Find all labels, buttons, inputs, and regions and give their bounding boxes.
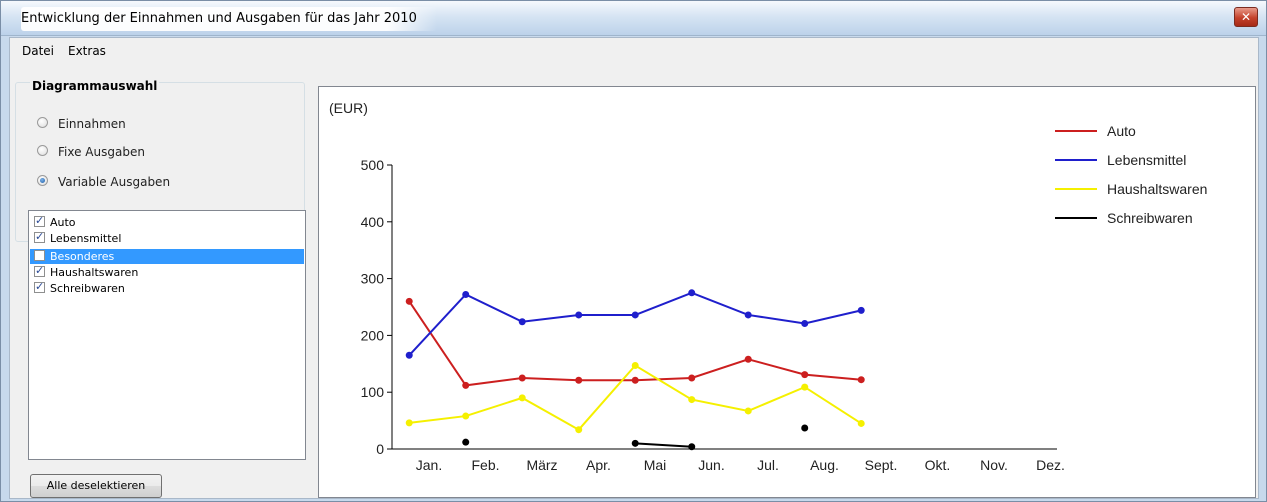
data-point [857, 376, 865, 384]
data-point [688, 374, 696, 382]
checkbox[interactable] [34, 250, 45, 261]
data-point [462, 438, 470, 446]
y-tick-label: 200 [361, 327, 385, 343]
legend-label: Lebensmittel [1107, 152, 1186, 168]
data-point [518, 394, 526, 402]
x-tick-label: Jun. [698, 457, 724, 473]
y-tick-label: 400 [361, 214, 385, 230]
list-item-label: Auto [50, 216, 76, 229]
data-point [405, 297, 413, 305]
y-tick-label: 100 [361, 384, 385, 400]
data-point [462, 291, 470, 299]
window-title: Entwicklung der Einnahmen und Ausgaben f… [21, 7, 437, 31]
client-area: Datei Extras Diagrammauswahl Einnahmen F… [9, 37, 1259, 499]
radio-label: Einnahmen [58, 117, 126, 131]
x-tick-label: Apr. [586, 457, 611, 473]
x-tick-label: Aug. [810, 457, 839, 473]
radio-label: Fixe Ausgaben [58, 145, 145, 159]
x-tick-label: Dez. [1036, 457, 1065, 473]
list-item-label: Schreibwaren [50, 282, 125, 295]
radio-button[interactable] [37, 145, 48, 156]
data-point [857, 306, 865, 314]
radio-label: Variable Ausgaben [58, 175, 171, 189]
data-point [405, 351, 413, 359]
diagram-selection-title: Diagrammauswahl [30, 79, 160, 93]
data-point [744, 355, 752, 363]
checkbox[interactable] [34, 279, 45, 294]
y-unit-label: (EUR) [329, 100, 368, 116]
close-button[interactable]: ✕ [1234, 7, 1258, 27]
legend-label: Auto [1107, 123, 1136, 139]
checkbox[interactable] [34, 213, 45, 228]
data-point [575, 311, 583, 319]
data-point [801, 383, 809, 391]
data-point [518, 374, 526, 382]
legend-label: Schreibwaren [1107, 210, 1193, 226]
deselect-all-button[interactable]: Alle deselektieren [30, 474, 162, 498]
data-point [631, 376, 639, 384]
series-line [408, 291, 862, 356]
data-point [405, 419, 413, 427]
radio-button[interactable] [37, 117, 48, 128]
category-list[interactable]: Auto Lebensmittel Besonderes Haushaltswa… [28, 210, 306, 460]
data-point [631, 311, 639, 319]
radio-button-selected[interactable] [37, 175, 48, 186]
checkbox[interactable] [34, 263, 45, 278]
list-item-label: Lebensmittel [50, 232, 122, 245]
data-point [744, 407, 752, 415]
y-tick-label: 0 [376, 441, 384, 457]
data-point [575, 426, 583, 434]
chart-panel: (EUR) 0 100 200 300 400 500 Jan. Feb. März Apr. Ma… [318, 86, 1256, 498]
data-point [801, 319, 809, 327]
data-point [688, 443, 696, 451]
series-line [409, 364, 862, 431]
data-point [857, 419, 865, 427]
line-chart: (EUR) 0 100 200 300 400 500 Jan. Feb. März Apr. Ma… [329, 100, 1207, 473]
data-point [801, 371, 809, 379]
data-point [688, 396, 696, 404]
list-item[interactable]: Auto [30, 213, 304, 230]
list-item-selected[interactable]: Besonderes [30, 249, 304, 264]
data-point [462, 381, 470, 389]
menu-extras[interactable]: Extras [68, 44, 106, 58]
menu-bar: Datei Extras [10, 38, 1258, 62]
x-tick-label: Okt. [925, 457, 951, 473]
menu-datei[interactable]: Datei [22, 44, 55, 58]
data-point [801, 424, 809, 432]
list-item[interactable]: Haushaltswaren [30, 263, 304, 280]
data-point [575, 376, 583, 384]
list-item[interactable]: Schreibwaren [30, 279, 304, 296]
title-bar[interactable]: Entwicklung der Einnahmen und Ausgaben f… [1, 1, 1266, 36]
list-item-label: Haushaltswaren [50, 266, 139, 279]
data-point [688, 289, 696, 297]
x-tick-label: Sept. [865, 457, 898, 473]
data-point [631, 439, 639, 447]
list-item-label: Besonderes [50, 250, 115, 263]
legend-label: Haushaltswaren [1107, 181, 1207, 197]
checkbox[interactable] [34, 229, 45, 244]
data-point [462, 412, 470, 420]
x-tick-label: Mai [644, 457, 667, 473]
data-point [631, 362, 639, 370]
data-point [518, 318, 526, 326]
series-line [635, 442, 692, 448]
data-point [744, 311, 752, 319]
x-tick-label: Jan. [416, 457, 442, 473]
list-item[interactable]: Lebensmittel [30, 229, 304, 246]
close-icon: ✕ [1240, 10, 1252, 24]
x-tick-label: Jul. [757, 457, 779, 473]
y-tick-label: 300 [361, 271, 385, 287]
x-tick-label: Feb. [471, 457, 499, 473]
x-tick-label: März [526, 457, 557, 473]
y-tick-label: 500 [361, 157, 385, 173]
x-tick-label: Nov. [980, 457, 1008, 473]
